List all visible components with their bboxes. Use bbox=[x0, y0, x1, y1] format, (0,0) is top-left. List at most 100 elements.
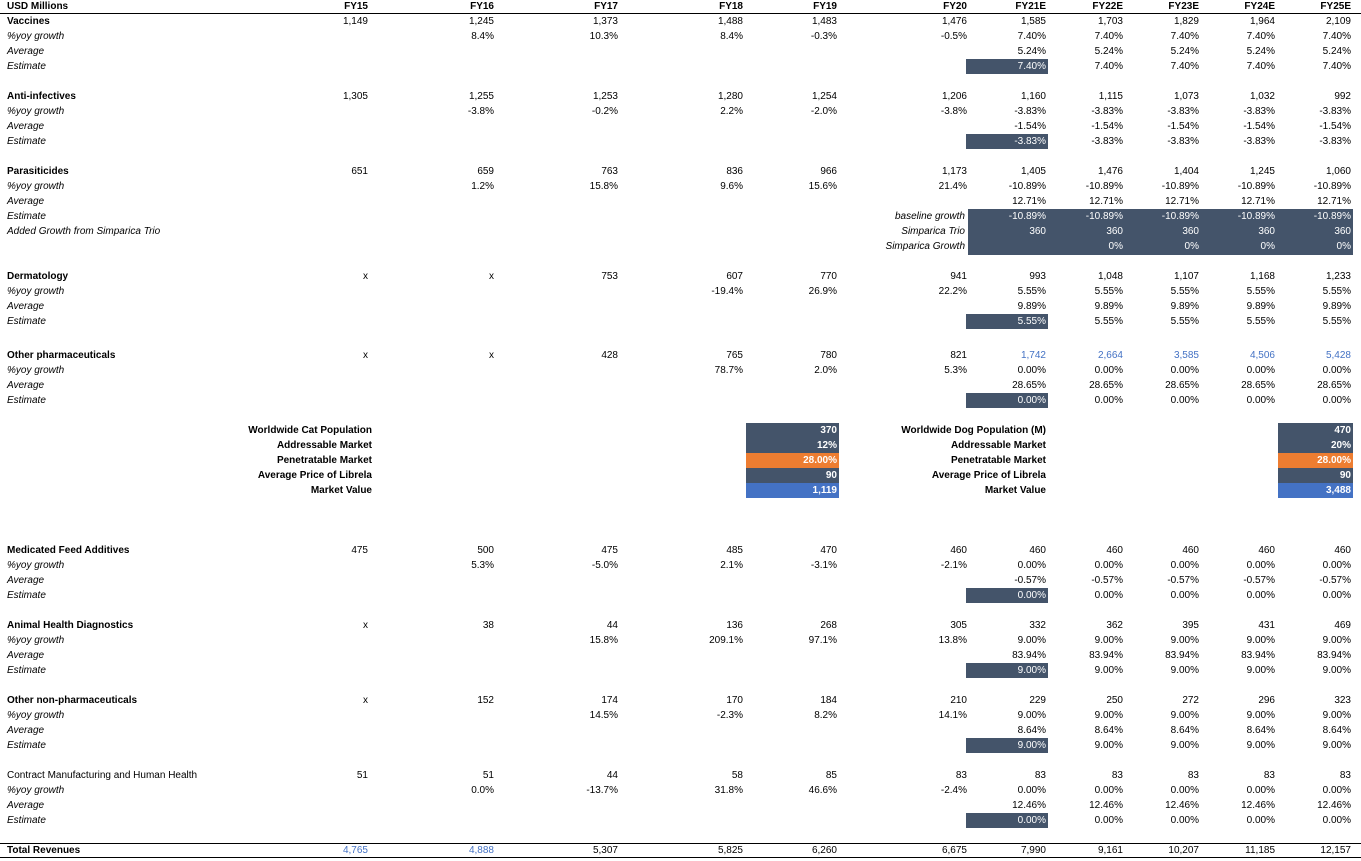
other-pharma-value: 1,742 bbox=[1020, 350, 1046, 361]
lower-segment-2-growth: 9.00% bbox=[1170, 710, 1199, 721]
other-pharma-average-label: Average bbox=[7, 380, 45, 391]
lower-segment-0-growth: -5.0% bbox=[591, 560, 618, 571]
parasiticides-estimate-cell: 0% bbox=[1260, 241, 1275, 252]
lower-segment-0-average: -0.57% bbox=[1091, 575, 1123, 586]
lower-segment-3-average: 12.46% bbox=[1241, 800, 1275, 811]
lower-segment-2-value: 229 bbox=[1029, 695, 1046, 706]
growth-value: -3.83% bbox=[1014, 106, 1046, 117]
dermatology-average: 9.89% bbox=[1094, 301, 1123, 312]
dermatology-growth-label: %yoy growth bbox=[7, 286, 65, 297]
lower-segment-2-value: 272 bbox=[1182, 695, 1199, 706]
lower-segment-2-average-label: Average bbox=[7, 725, 45, 736]
dermatology-value: 607 bbox=[726, 271, 743, 282]
dermatology-estimate: 5.55% bbox=[1094, 316, 1123, 327]
other-pharma-average: 28.65% bbox=[1089, 380, 1123, 391]
lower-segment-2-value: 296 bbox=[1258, 695, 1275, 706]
other-pharma-growth: 78.7% bbox=[714, 365, 743, 376]
total-revenues-value: 6,675 bbox=[941, 845, 967, 856]
dermatology-value: x bbox=[363, 271, 368, 282]
parasiticides-growth: 9.6% bbox=[720, 181, 743, 192]
lower-segment-2-value: 323 bbox=[1334, 695, 1351, 706]
lower-segment-2-value: 210 bbox=[950, 695, 967, 706]
lower-segment-1-value: 268 bbox=[820, 620, 837, 631]
lower-segment-3-value: 83 bbox=[1263, 770, 1275, 781]
lower-segment-2-growth: 9.00% bbox=[1094, 710, 1123, 721]
other-pharma-growth-label: %yoy growth bbox=[7, 365, 65, 376]
year-header-FY22E: FY22E bbox=[1092, 1, 1123, 12]
lower-segment-2-value: 250 bbox=[1106, 695, 1123, 706]
lower-segment-3-estimate-highlight: 0.00% bbox=[966, 813, 1048, 828]
growth-value: 7.40% bbox=[1170, 31, 1199, 42]
parasiticides-value: 1,060 bbox=[1325, 166, 1351, 177]
segment-value: 992 bbox=[1334, 91, 1351, 102]
year-header-FY19: FY19 bbox=[813, 1, 837, 12]
parasiticides-estimate-cell: -10.89% bbox=[1008, 211, 1046, 222]
lower-segment-3-value: 44 bbox=[606, 770, 618, 781]
growth-value: -0.2% bbox=[591, 106, 618, 117]
segment-value: 1,373 bbox=[592, 16, 618, 27]
average-value: 5.24% bbox=[1094, 46, 1123, 57]
lower-segment-0-average: -0.57% bbox=[1319, 575, 1351, 586]
average-value: -1.54% bbox=[1319, 121, 1351, 132]
dermatology-growth: 5.55% bbox=[1170, 286, 1199, 297]
parasiticides-title: Parasiticides bbox=[7, 166, 69, 177]
lower-segment-1-growth: 9.00% bbox=[1246, 635, 1275, 646]
parasiticides-average: 12.71% bbox=[1012, 196, 1046, 207]
year-header-FY17: FY17 bbox=[594, 1, 618, 12]
growth-label: %yoy growth bbox=[7, 31, 65, 42]
lower-segment-0-value: 500 bbox=[477, 545, 494, 556]
year-header-FY16: FY16 bbox=[470, 1, 494, 12]
parasiticides-value: 966 bbox=[820, 166, 837, 177]
parasiticides-growth: -10.89% bbox=[1008, 181, 1046, 192]
segment-value: 1,245 bbox=[468, 16, 494, 27]
lower-segment-0-estimate-highlight: 0.00% bbox=[966, 588, 1048, 603]
lower-segment-1-growth: 9.00% bbox=[1094, 635, 1123, 646]
parasiticides-value: 1,405 bbox=[1020, 166, 1046, 177]
lower-segment-2-growth: -2.3% bbox=[716, 710, 743, 721]
segment-value: 2,109 bbox=[1325, 16, 1351, 27]
lower-segment-0-average: -0.57% bbox=[1014, 575, 1046, 586]
parasiticides-value: 651 bbox=[351, 166, 368, 177]
total-revenues-value: 7,990 bbox=[1020, 845, 1046, 856]
estimate-value: -3.83% bbox=[1243, 136, 1275, 147]
other-pharma-average: 28.65% bbox=[1012, 380, 1046, 391]
other-pharma-average: 28.65% bbox=[1317, 380, 1351, 391]
total-revenues-value: 12,157 bbox=[1320, 845, 1351, 856]
lower-segment-0-growth: -2.1% bbox=[940, 560, 967, 571]
lower-segment-2-estimate: 9.00% bbox=[1094, 740, 1123, 751]
estimate-value: 7.40% bbox=[1322, 61, 1351, 72]
segment-value: 1,585 bbox=[1020, 16, 1046, 27]
lower-segment-1-average-label: Average bbox=[7, 650, 45, 661]
lower-segment-0-growth: 0.00% bbox=[1170, 560, 1199, 571]
growth-value: -3.8% bbox=[467, 106, 494, 117]
lower-segment-0-value: 460 bbox=[1182, 545, 1199, 556]
lower-segment-1-average: 83.94% bbox=[1317, 650, 1351, 661]
year-header-FY20: FY20 bbox=[943, 1, 967, 12]
lower-segment-2-average: 8.64% bbox=[1170, 725, 1199, 736]
segment-value: 1,115 bbox=[1098, 91, 1123, 102]
segment-value: 1,703 bbox=[1097, 16, 1123, 27]
dermatology-value: 941 bbox=[950, 271, 967, 282]
dog-model-label: Penetratable Market bbox=[950, 455, 1046, 466]
lower-segment-3-average: 12.46% bbox=[1012, 800, 1046, 811]
dermatology-estimate: 5.55% bbox=[1322, 316, 1351, 327]
dermatology-estimate-highlight: 5.55% bbox=[966, 314, 1048, 329]
parasiticides-estimate-cell: -10.89% bbox=[1085, 211, 1123, 222]
other-pharma-average: 28.65% bbox=[1241, 380, 1275, 391]
total-revenues-value: 4,765 bbox=[342, 845, 368, 856]
dermatology-average: 9.89% bbox=[1017, 301, 1046, 312]
lower-segment-2-average: 8.64% bbox=[1246, 725, 1275, 736]
lower-segment-3-average: 12.46% bbox=[1165, 800, 1199, 811]
dermatology-average: 9.89% bbox=[1170, 301, 1199, 312]
average-value: -1.54% bbox=[1091, 121, 1123, 132]
dermatology-estimate: 5.55% bbox=[1246, 316, 1275, 327]
dermatology-growth: 26.9% bbox=[808, 286, 837, 297]
parasiticides-value: 1,476 bbox=[1097, 166, 1123, 177]
lower-segment-1-value: 431 bbox=[1258, 620, 1275, 631]
lower-segment-2-value: 170 bbox=[726, 695, 743, 706]
lower-segment-0-estimate: 0.00% bbox=[1246, 590, 1275, 601]
growth-value: -3.83% bbox=[1319, 106, 1351, 117]
lower-segment-1-value: 44 bbox=[606, 620, 618, 631]
lower-segment-1-growth: 97.1% bbox=[808, 635, 837, 646]
lower-segment-3-growth: 0.00% bbox=[1246, 785, 1275, 796]
